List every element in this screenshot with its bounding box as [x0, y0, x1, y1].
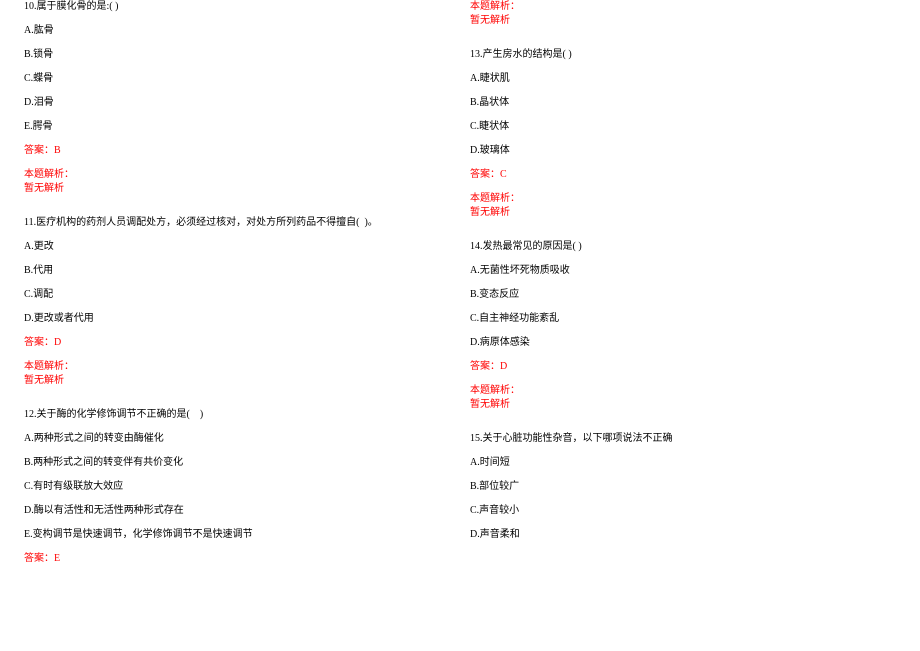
spacer: [470, 230, 890, 240]
q15-option-d: D.声音柔和: [470, 528, 890, 542]
q10-option-b: B.锁骨: [24, 48, 444, 62]
spacer: [470, 38, 890, 48]
q13-option-b: B.晶状体: [470, 96, 890, 110]
q11-option-c: C.调配: [24, 288, 444, 302]
q14-option-b: B.变态反应: [470, 288, 890, 302]
q10-option-d: D.泪骨: [24, 96, 444, 110]
q14-answer: 答案：D: [470, 360, 890, 374]
q11-option-d: D.更改或者代用: [24, 312, 444, 326]
spacer: [24, 398, 444, 408]
q12-stem: 12.关于酶的化学修饰调节不正确的是( ): [24, 408, 444, 422]
q10-analysis-label: 本题解析：: [24, 168, 444, 182]
spacer: [470, 422, 890, 432]
q11-stem: 11.医疗机构的药剂人员调配处方，必须经过核对，对处方所列药品不得擅自( )。: [24, 216, 444, 230]
q11-option-b: B.代用: [24, 264, 444, 278]
q14-option-c: C.自主神经功能紊乱: [470, 312, 890, 326]
q10-option-e: E.腭骨: [24, 120, 444, 134]
q10-answer: 答案：B: [24, 144, 444, 158]
q15-option-a: A.时间短: [470, 456, 890, 470]
q14-analysis-label: 本题解析：: [470, 384, 890, 398]
q13-option-a: A.睫状肌: [470, 72, 890, 86]
q10-stem: 10.属于膜化骨的是:( ): [24, 0, 444, 14]
q12-option-c: C.有时有级联放大效应: [24, 480, 444, 494]
q11-option-a: A.更改: [24, 240, 444, 254]
q14-stem: 14.发热最常见的原因是( ): [470, 240, 890, 254]
q14-option-a: A.无菌性坏死物质吸收: [470, 264, 890, 278]
q15-option-b: B.部位较广: [470, 480, 890, 494]
q12-answer: 答案：E: [24, 552, 444, 566]
q12-option-a: A.两种形式之间的转变由酶催化: [24, 432, 444, 446]
left-column: 10.属于膜化骨的是:( ) A.肱骨 B.锁骨 C.蝶骨 D.泪骨 E.腭骨 …: [24, 0, 444, 576]
q12-option-b: B.两种形式之间的转变伴有共价变化: [24, 456, 444, 470]
right-column: 本题解析： 暂无解析 13.产生房水的结构是( ) A.睫状肌 B.晶状体 C.…: [470, 0, 890, 552]
q11-analysis-text: 暂无解析: [24, 374, 444, 388]
q10-analysis-text: 暂无解析: [24, 182, 444, 196]
spacer: [24, 206, 444, 216]
q13-answer: 答案：C: [470, 168, 890, 182]
q13-option-d: D.玻璃体: [470, 144, 890, 158]
q11-analysis-label: 本题解析：: [24, 360, 444, 374]
q13-option-c: C.睫状体: [470, 120, 890, 134]
q14-option-d: D.病原体感染: [470, 336, 890, 350]
q12-analysis-label: 本题解析：: [470, 0, 890, 14]
q13-analysis-label: 本题解析：: [470, 192, 890, 206]
q10-option-c: C.蝶骨: [24, 72, 444, 86]
q12-option-e: E.变构调节是快速调节，化学修饰调节不是快速调节: [24, 528, 444, 542]
q15-stem: 15.关于心脏功能性杂音，以下哪项说法不正确: [470, 432, 890, 446]
q13-analysis-text: 暂无解析: [470, 206, 890, 220]
q10-option-a: A.肱骨: [24, 24, 444, 38]
q11-answer: 答案：D: [24, 336, 444, 350]
q13-stem: 13.产生房水的结构是( ): [470, 48, 890, 62]
q15-option-c: C.声音较小: [470, 504, 890, 518]
q12-option-d: D.酶以有活性和无活性两种形式存在: [24, 504, 444, 518]
q12-analysis-text: 暂无解析: [470, 14, 890, 28]
q14-analysis-text: 暂无解析: [470, 398, 890, 412]
